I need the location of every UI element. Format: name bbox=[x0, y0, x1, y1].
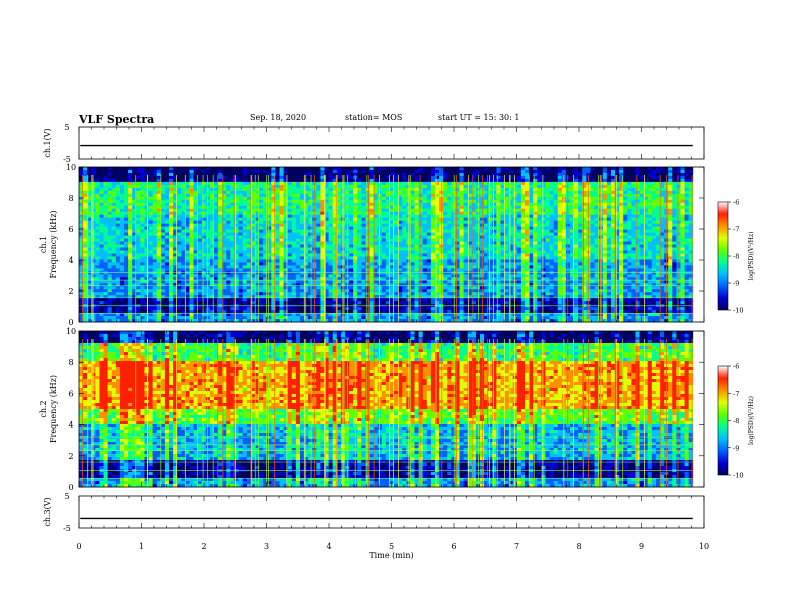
ch1-waveform-ylabel: ch.1(V) bbox=[43, 128, 52, 157]
ch2-colorbar-label: log(PSD)(V²/Hz) bbox=[748, 396, 755, 445]
ch2-spec-ytick-2: 2 bbox=[68, 452, 73, 461]
xtick-9: 9 bbox=[639, 542, 644, 551]
xtick-0: 0 bbox=[76, 542, 81, 551]
ch1-colorbar-tick--9: -9 bbox=[733, 280, 739, 288]
ch1-colorbar-tick--6: -6 bbox=[733, 199, 739, 207]
xtick-2: 2 bbox=[201, 542, 206, 551]
xtick-3: 3 bbox=[264, 542, 269, 551]
xtick-10: 10 bbox=[699, 542, 709, 551]
ch1-wave-ytick-top: 5 bbox=[64, 123, 69, 132]
ch2-colorbar-tick--6: -6 bbox=[733, 363, 739, 371]
ch1-spectrogram-ylabel-line2: Frequency (kHz) bbox=[49, 210, 58, 278]
ch2-spec-ytick-4: 4 bbox=[68, 421, 73, 430]
ch1-colorbar-tick--10: -10 bbox=[733, 307, 743, 315]
ch2-colorbar-tick--7: -7 bbox=[733, 390, 739, 398]
ch2-colorbar-tick--8: -8 bbox=[733, 417, 739, 425]
ch1-spectrogram-ylabel-line1: ch.1 bbox=[39, 236, 48, 253]
ch1-colorbar-tick--8: -8 bbox=[733, 253, 739, 261]
ch1-colorbar-tick--7: -7 bbox=[733, 226, 739, 234]
xtick-6: 6 bbox=[451, 542, 456, 551]
header-date: Sep. 18, 2020 bbox=[250, 113, 307, 122]
ch2-colorbar-tick--10: -10 bbox=[733, 472, 743, 480]
ch2-spec-ytick-8: 8 bbox=[68, 358, 73, 367]
figure-title: VLF Spectra bbox=[79, 113, 155, 126]
ch3-waveform-ylabel: ch.3(V) bbox=[43, 497, 52, 526]
xtick-7: 7 bbox=[514, 542, 519, 551]
ch1-spectrogram-image bbox=[79, 167, 704, 323]
ch2-spec-ytick-10: 10 bbox=[66, 327, 76, 336]
header-station: station= MOS bbox=[345, 113, 403, 122]
ch1-wave-ytick-bottom: -5 bbox=[63, 155, 71, 164]
ch3-wave-ytick-bottom: -5 bbox=[63, 524, 71, 533]
ch1-colorbar-bar bbox=[717, 201, 729, 311]
ch1-spec-ytick-0: 0 bbox=[68, 318, 73, 327]
xtick-8: 8 bbox=[576, 542, 581, 551]
ch3-wave-ytick-top: 5 bbox=[64, 492, 69, 501]
ch1-spec-ytick-10: 10 bbox=[66, 163, 76, 172]
ch1-spec-ytick-2: 2 bbox=[68, 287, 73, 296]
ch2-spectrogram-ylabel-line1: ch.2 bbox=[39, 400, 48, 417]
ch2-colorbar-bar bbox=[717, 365, 729, 476]
xtick-4: 4 bbox=[326, 542, 331, 551]
ch2-spec-ytick-6: 6 bbox=[68, 389, 73, 398]
ch2-spec-ytick-0: 0 bbox=[68, 483, 73, 492]
x-axis-label: Time (min) bbox=[369, 551, 413, 560]
ch2-colorbar-tick--9: -9 bbox=[733, 444, 739, 452]
xtick-5: 5 bbox=[389, 542, 394, 551]
ch1-spec-ytick-6: 6 bbox=[68, 225, 73, 234]
ch1-spec-ytick-4: 4 bbox=[68, 256, 73, 265]
ch1-colorbar-label: log(PSD)(V²/Hz) bbox=[748, 232, 755, 281]
ch2-spectrogram-image bbox=[79, 331, 704, 488]
xtick-1: 1 bbox=[139, 542, 144, 551]
ch1-spec-ytick-8: 8 bbox=[68, 194, 73, 203]
header-start-time: start UT = 15: 30: 1 bbox=[438, 113, 520, 122]
ch2-spectrogram-ylabel-line2: Frequency (kHz) bbox=[49, 375, 58, 443]
